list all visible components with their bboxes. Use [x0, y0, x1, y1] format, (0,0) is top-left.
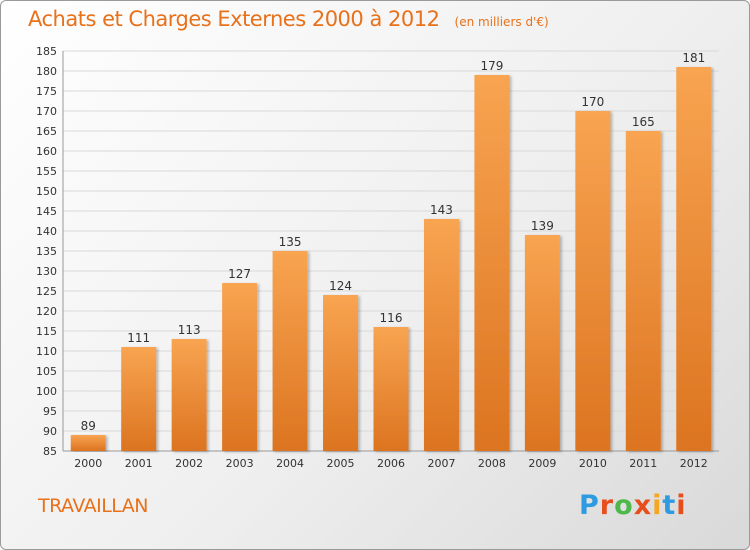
- value-label-2012: 181: [682, 51, 705, 65]
- axes: 85 90 95 100 105 110 115 120 125 130 135 140 145 150 1…: [36, 45, 719, 470]
- bar-2007: [423, 219, 459, 451]
- y-tick-label: 140: [36, 225, 57, 238]
- value-label-2010: 170: [581, 95, 604, 109]
- y-tick-label: 85: [43, 445, 57, 458]
- chart-title: Achats et Charges Externes 2000 à 2012: [28, 7, 440, 31]
- value-label-2011: 165: [632, 115, 655, 129]
- x-tick-label-2011: 2011: [629, 457, 657, 470]
- bars: [70, 67, 712, 451]
- y-tick-label: 145: [36, 205, 57, 218]
- bar-2000: [70, 435, 106, 451]
- proxiti-logo[interactable]: Proxiti: [579, 490, 687, 521]
- y-tick-label: 180: [36, 65, 57, 78]
- y-tick-label: 160: [36, 145, 57, 158]
- x-tick-label-2002: 2002: [175, 457, 203, 470]
- logo-letter: i: [676, 490, 687, 521]
- bar-2002: [171, 339, 207, 451]
- value-label-2009: 139: [531, 219, 554, 233]
- bar-2012: [676, 67, 712, 451]
- title-row: Achats et Charges Externes 2000 à 2012 (…: [28, 7, 549, 31]
- x-tick-label-2000: 2000: [74, 457, 102, 470]
- x-tick-label-2010: 2010: [579, 457, 607, 470]
- bar-2006: [373, 327, 409, 451]
- y-tick-label: 95: [43, 405, 57, 418]
- y-tick-label: 125: [36, 285, 57, 298]
- value-label-2005: 124: [329, 279, 352, 293]
- x-tick-label-2004: 2004: [276, 457, 304, 470]
- bar-2004: [272, 251, 308, 451]
- y-tick-label: 100: [36, 385, 57, 398]
- y-tick-label: 185: [36, 45, 57, 58]
- value-label-2003: 127: [228, 267, 251, 281]
- x-tick-label-2012: 2012: [680, 457, 708, 470]
- y-tick-label: 150: [36, 185, 57, 198]
- value-label-2007: 143: [430, 203, 453, 217]
- bar-2005: [323, 295, 359, 451]
- data-labels: 89 111 113 127 135 124 116 143 179 139 170 165 181: [81, 51, 706, 433]
- logo-letter: t: [662, 490, 677, 521]
- x-tick-label-2001: 2001: [125, 457, 153, 470]
- bar-2001: [121, 347, 157, 451]
- x-tick-label-2008: 2008: [478, 457, 506, 470]
- y-tick-label: 120: [36, 305, 57, 318]
- y-tick-label: 130: [36, 265, 57, 278]
- bar-2009: [524, 235, 560, 451]
- y-tick-label: 170: [36, 105, 57, 118]
- y-tick-label: 175: [36, 85, 57, 98]
- y-tick-label: 105: [36, 365, 57, 378]
- logo-letter: i: [652, 490, 663, 521]
- y-tick-label: 110: [36, 345, 57, 358]
- logo-letter: P: [579, 490, 600, 521]
- y-tick-label: 135: [36, 245, 57, 258]
- value-label-2001: 111: [127, 331, 150, 345]
- x-tick-label-2005: 2005: [327, 457, 355, 470]
- value-label-2000: 89: [81, 419, 96, 433]
- bar-2011: [625, 131, 661, 451]
- y-tick-label: 90: [43, 425, 57, 438]
- logo-letter: o: [614, 490, 634, 521]
- city-name: TRAVAILLAN: [38, 495, 149, 517]
- x-tick-label-2003: 2003: [226, 457, 254, 470]
- y-tick-label: 155: [36, 165, 57, 178]
- value-label-2006: 116: [380, 311, 403, 325]
- value-label-2002: 113: [178, 323, 201, 337]
- x-tick-label-2006: 2006: [377, 457, 405, 470]
- logo-letter: x: [633, 490, 653, 521]
- y-tick-label: 115: [36, 325, 57, 338]
- chart-unit: (en milliers d'€): [454, 15, 549, 29]
- x-tick-label-2007: 2007: [427, 457, 455, 470]
- bar-2008: [474, 75, 510, 451]
- bar-2003: [222, 283, 258, 451]
- value-label-2004: 135: [279, 235, 302, 249]
- y-tick-label: 165: [36, 125, 57, 138]
- logo-letter: r: [599, 490, 615, 521]
- bar-2010: [575, 111, 611, 451]
- x-tick-label-2009: 2009: [528, 457, 556, 470]
- value-label-2008: 179: [480, 59, 503, 73]
